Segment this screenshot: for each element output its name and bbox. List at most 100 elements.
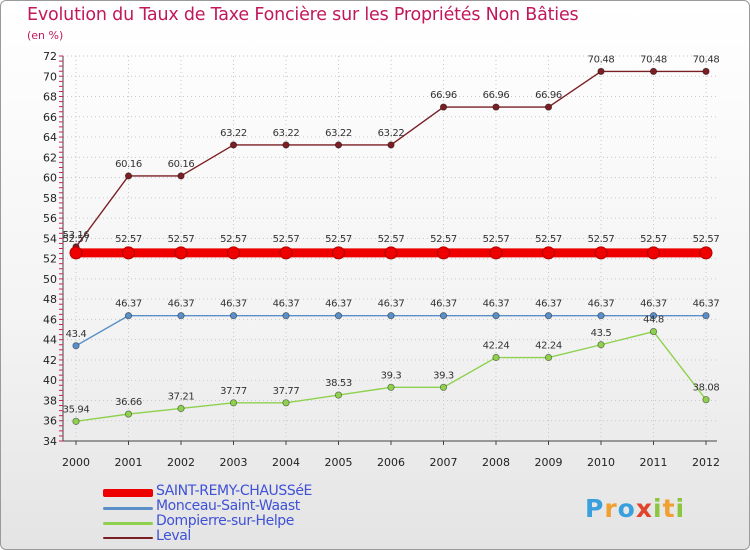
x-tick-label: 2002 — [167, 456, 195, 469]
data-label: 46.37 — [378, 299, 405, 310]
y-tick-label: 68 — [43, 91, 57, 104]
data-point — [387, 141, 395, 149]
data-point — [649, 327, 658, 336]
x-tick-label: 2006 — [377, 456, 405, 469]
data-label: 52.57 — [115, 234, 142, 245]
data-point — [229, 141, 238, 149]
data-label: 70.48 — [640, 54, 667, 65]
data-label: 66.96 — [430, 90, 457, 101]
chart-title: Evolution du Taux de Taxe Foncière sur l… — [27, 5, 579, 25]
data-point — [177, 172, 185, 180]
data-label: 46.37 — [430, 299, 457, 310]
data-point — [227, 246, 240, 260]
y-tick-label: 56 — [43, 212, 57, 225]
data-point — [597, 341, 605, 349]
data-point — [439, 312, 448, 320]
proxiti-logo: Proxiti — [585, 494, 684, 523]
data-label: 46.37 — [273, 299, 300, 310]
data-point — [69, 246, 83, 260]
y-tick-label: 46 — [43, 313, 57, 326]
legend-label: Leval — [156, 528, 191, 544]
data-label: 70.48 — [693, 54, 720, 65]
legend-label: Monceau-Saint-Waast — [156, 498, 300, 514]
data-point — [384, 246, 398, 260]
data-label: 63.22 — [220, 128, 247, 139]
data-label: 52.57 — [325, 234, 352, 245]
x-tick-label: 2009 — [535, 456, 563, 469]
x-tick-label: 2001 — [115, 456, 143, 469]
data-point — [439, 103, 448, 111]
y-tick-label: 62 — [43, 151, 57, 164]
y-tick-label: 42 — [43, 354, 57, 367]
data-point — [492, 353, 500, 362]
data-point — [597, 67, 605, 76]
data-label: 52.57 — [483, 234, 510, 245]
data-label: 63.22 — [325, 128, 352, 139]
data-point — [702, 312, 710, 320]
data-label: 37.77 — [220, 386, 247, 397]
x-tick-label: 2004 — [272, 456, 300, 469]
data-label: 46.37 — [483, 299, 510, 310]
data-label: 52.57 — [693, 234, 720, 245]
x-tick-label: 2007 — [430, 456, 458, 469]
data-point — [332, 246, 345, 260]
data-label: 52.57 — [63, 234, 90, 245]
y-tick-label: 64 — [43, 131, 57, 144]
data-point — [124, 312, 133, 320]
data-point — [334, 312, 343, 320]
data-point — [72, 342, 80, 350]
data-labels: 52.57 52.57 52.57 52.57 52.57 52.57 52.57 52.57… — [63, 54, 720, 415]
legend-swatch — [103, 506, 153, 510]
y-tick-label: 48 — [43, 293, 57, 306]
data-point — [387, 312, 395, 320]
x-tick-label: 2010 — [587, 456, 615, 469]
y-unit-label: (en %) — [27, 29, 64, 42]
x-tick-label: 2003 — [220, 456, 248, 469]
data-label: 42.24 — [535, 341, 562, 352]
grid — [63, 55, 717, 442]
legend-label: Dompierre-sur-Helpe — [156, 513, 295, 529]
data-point — [649, 312, 658, 320]
x-tick-label: 2008 — [482, 456, 510, 469]
data-label: 66.96 — [483, 90, 510, 101]
data-label: 37.77 — [273, 386, 300, 397]
data-label: 38.53 — [325, 378, 352, 389]
y-tick-label: 52 — [43, 253, 57, 266]
y-tick-label: 66 — [43, 111, 57, 124]
data-point — [544, 312, 553, 320]
data-label: 39.3 — [381, 370, 402, 381]
y-tick-label: 60 — [43, 172, 57, 185]
data-point — [492, 103, 500, 111]
data-label: 46.37 — [115, 299, 142, 310]
y-tick-label: 40 — [43, 374, 57, 387]
data-point — [542, 246, 555, 260]
data-point — [124, 410, 133, 418]
data-point — [649, 67, 658, 76]
data-point — [72, 417, 80, 425]
data-label: 52.57 — [220, 234, 247, 245]
data-label: 66.96 — [535, 90, 562, 101]
data-label: 52.57 — [588, 234, 615, 245]
data-point — [597, 312, 605, 320]
data-label: 37.21 — [168, 391, 195, 402]
data-label: 63.22 — [273, 128, 300, 139]
y-tick-label: 36 — [43, 415, 57, 428]
data-label: 52.57 — [430, 234, 457, 245]
data-point — [387, 383, 395, 391]
data-point — [439, 383, 448, 391]
data-point — [174, 246, 188, 260]
data-label: 39.3 — [433, 370, 454, 381]
data-label: 46.37 — [640, 299, 667, 310]
data-point — [282, 141, 290, 149]
data-point — [334, 391, 343, 399]
data-point — [279, 246, 293, 260]
data-label: 63.22 — [378, 128, 405, 139]
x-tick-label: 2011 — [640, 456, 668, 469]
data-label: 46.37 — [588, 299, 615, 310]
data-point — [489, 246, 503, 260]
data-point — [437, 246, 450, 260]
x-tick-label: 2005 — [325, 456, 353, 469]
data-label: 43.5 — [591, 328, 612, 339]
